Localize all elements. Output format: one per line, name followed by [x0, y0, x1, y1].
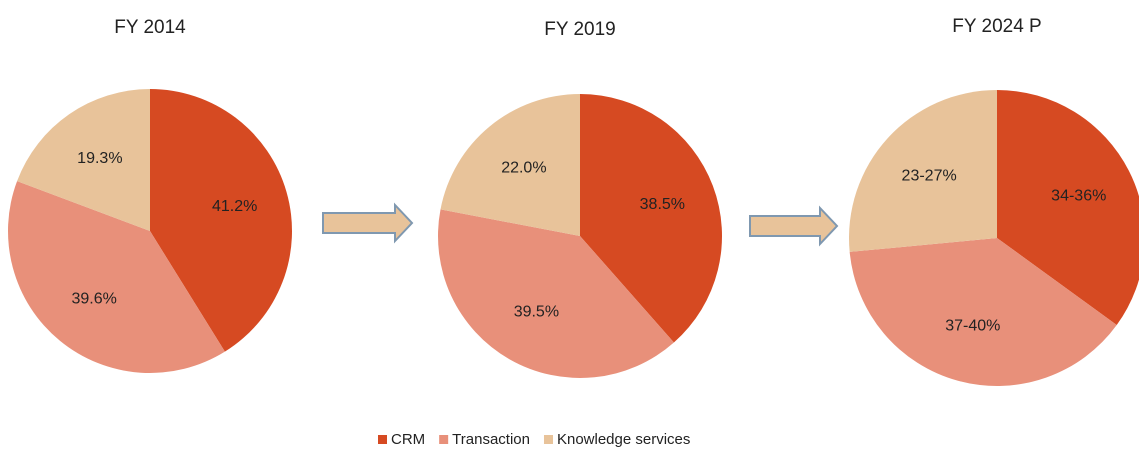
data-label: 19.3% [77, 150, 122, 167]
data-label: 22.0% [501, 159, 546, 176]
pie-slice [17, 88, 151, 231]
pie-slice [440, 94, 580, 236]
pie-slice [150, 89, 292, 352]
legend-label: Transaction [452, 431, 530, 448]
pie-title: FY 2019 [544, 19, 615, 40]
legend-label: Knowledge services [557, 431, 690, 448]
pie-title: FY 2024 P [952, 16, 1041, 37]
data-label: 41.2% [212, 198, 257, 215]
legend-swatch [378, 435, 387, 444]
data-label: 39.5% [514, 304, 559, 321]
pie-slice [7, 181, 225, 373]
arrow [749, 205, 839, 247]
legend-swatch [543, 435, 553, 444]
pie-title: FY 2014 [114, 17, 186, 38]
pie-slice [848, 90, 997, 252]
pie-slice [580, 93, 722, 343]
data-label: 34-36% [1051, 188, 1106, 205]
pie-slice [849, 238, 1117, 387]
data-label: 23-27% [902, 167, 957, 184]
pie-slice [997, 90, 1139, 325]
legend-swatch [439, 435, 449, 444]
data-label: 37-40% [945, 318, 1000, 335]
data-label: 39.6% [71, 290, 116, 307]
arrow [322, 202, 414, 244]
data-label: 38.5% [640, 196, 685, 213]
legend-label: CRM [391, 431, 425, 448]
pie-slice [437, 209, 674, 379]
